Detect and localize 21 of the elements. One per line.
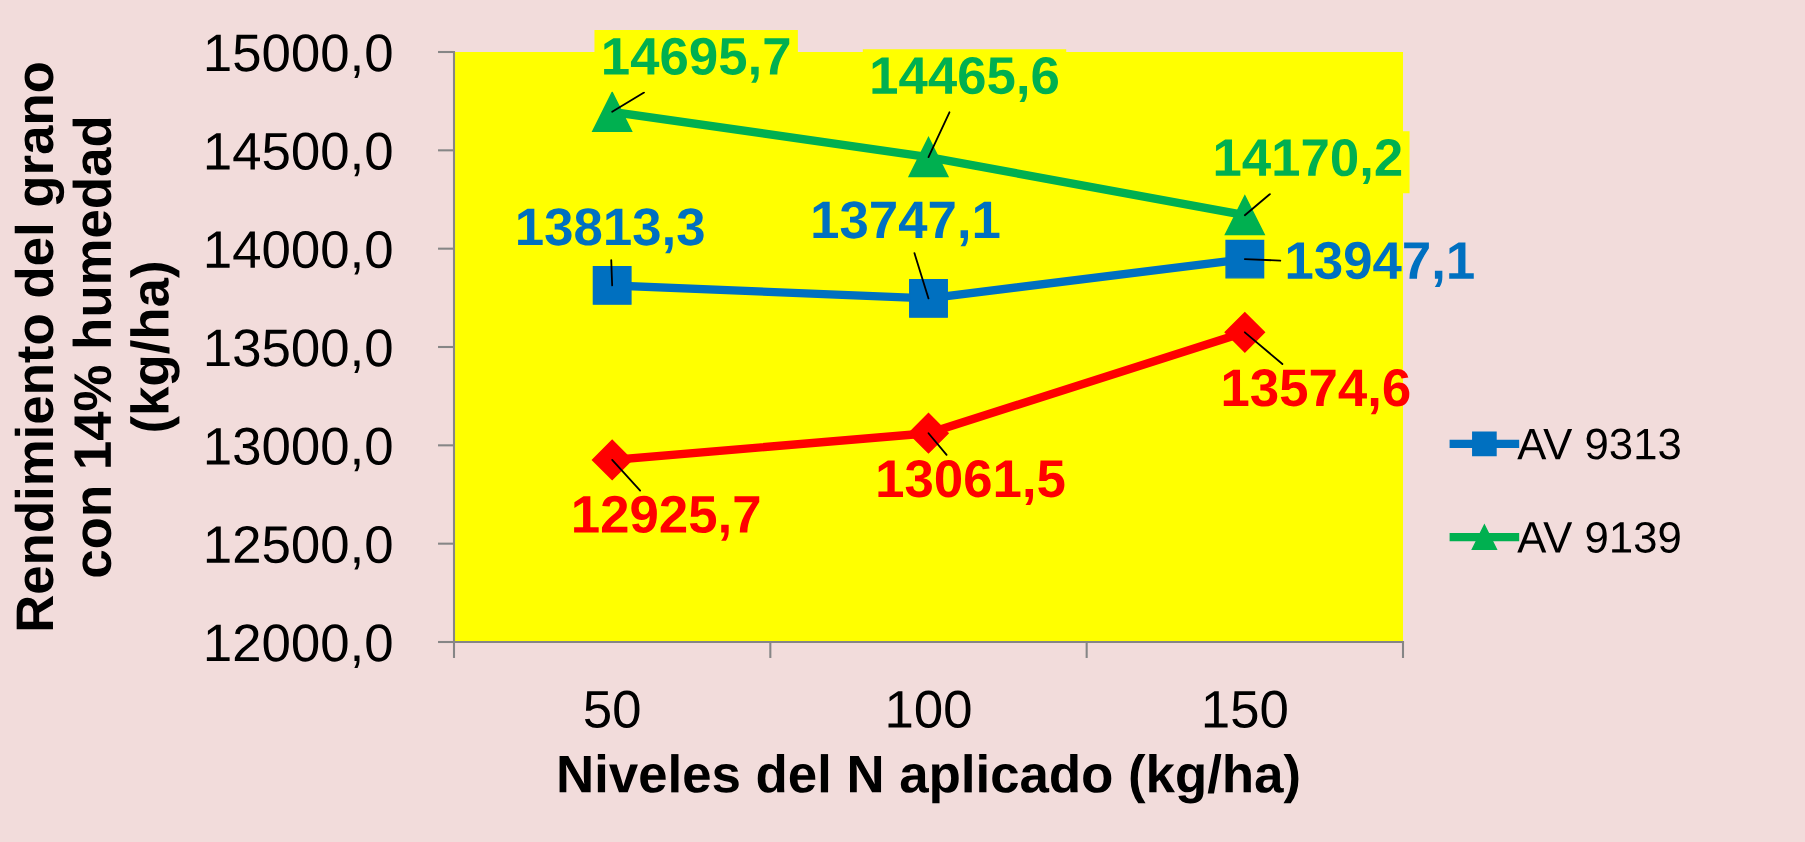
data-label: 12925,7 bbox=[574, 495, 760, 541]
y-axis-title: Rendimiento del grano con 14% humedad (kg/ha) bbox=[14, 63, 180, 630]
legend-label: AV 9313 bbox=[1517, 428, 1680, 460]
data-label: 14695,7 bbox=[604, 37, 790, 83]
x-tick-label: 50 bbox=[584, 690, 640, 728]
data-label: 13061,5 bbox=[878, 460, 1065, 506]
legend-label: AV 9139 bbox=[1517, 521, 1680, 553]
y-tick-label: 13500,0 bbox=[206, 329, 392, 373]
x-tick-label: 100 bbox=[888, 690, 971, 728]
y-tick-label: 15000,0 bbox=[206, 34, 392, 78]
data-label: 13747,1 bbox=[813, 201, 1000, 247]
y-tick-label: 14000,0 bbox=[206, 230, 392, 275]
data-label: 13813,3 bbox=[518, 208, 704, 254]
y-tick-label: 14500,0 bbox=[206, 132, 392, 177]
data-label: 14465,6 bbox=[872, 56, 1058, 102]
y-tick-label: 13000,0 bbox=[206, 427, 392, 472]
x-tick-label: 150 bbox=[1204, 690, 1287, 728]
y-tick-label: 12000,0 bbox=[206, 624, 392, 668]
y-tick-label: 12500,0 bbox=[206, 525, 392, 570]
data-label: 14170,2 bbox=[1215, 138, 1402, 185]
x-axis-title: Niveles del N aplicado (kg/ha) bbox=[559, 754, 1299, 804]
